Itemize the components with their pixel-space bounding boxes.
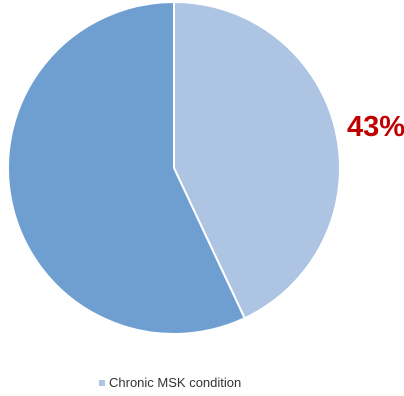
legend-swatch — [99, 379, 105, 386]
legend: Chronic MSK condition — [99, 375, 241, 390]
pie-slice-1 — [7, 1, 246, 335]
pie-slice-0 — [173, 1, 341, 320]
pie-data-label: 43% — [347, 111, 404, 143]
pie-slices — [7, 1, 341, 335]
legend-label: Chronic MSK condition — [109, 375, 242, 390]
